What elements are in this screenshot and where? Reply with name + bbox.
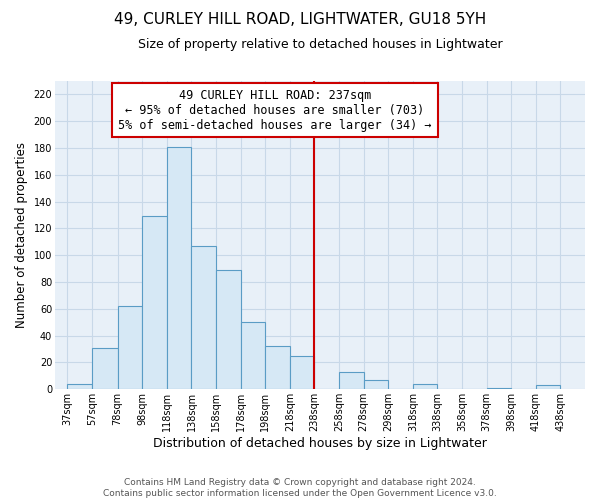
Bar <box>241 322 265 390</box>
Bar <box>67 384 92 390</box>
Bar <box>290 356 314 390</box>
Bar <box>118 306 142 390</box>
Text: 49, CURLEY HILL ROAD, LIGHTWATER, GU18 5YH: 49, CURLEY HILL ROAD, LIGHTWATER, GU18 5… <box>114 12 486 28</box>
Bar <box>167 146 191 390</box>
Text: Contains HM Land Registry data © Crown copyright and database right 2024.
Contai: Contains HM Land Registry data © Crown c… <box>103 478 497 498</box>
Bar <box>413 384 437 390</box>
Bar <box>364 380 388 390</box>
Bar <box>339 372 364 390</box>
Bar <box>487 388 511 390</box>
Bar <box>142 216 167 390</box>
Bar <box>216 270 241 390</box>
Bar <box>265 346 290 390</box>
Bar <box>536 386 560 390</box>
Y-axis label: Number of detached properties: Number of detached properties <box>15 142 28 328</box>
Bar <box>191 246 216 390</box>
Text: 49 CURLEY HILL ROAD: 237sqm
← 95% of detached houses are smaller (703)
5% of sem: 49 CURLEY HILL ROAD: 237sqm ← 95% of det… <box>118 88 431 132</box>
X-axis label: Distribution of detached houses by size in Lightwater: Distribution of detached houses by size … <box>153 437 487 450</box>
Title: Size of property relative to detached houses in Lightwater: Size of property relative to detached ho… <box>137 38 502 51</box>
Bar <box>92 348 118 390</box>
